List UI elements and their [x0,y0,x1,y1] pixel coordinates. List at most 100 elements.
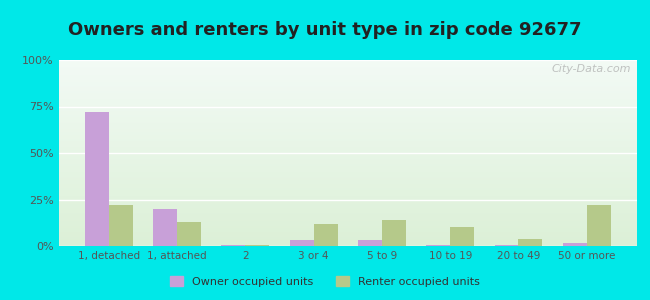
Bar [58,188,637,189]
Bar [58,98,637,99]
Bar [58,140,637,141]
Bar [58,196,637,197]
Bar [58,227,637,228]
Bar [58,220,637,221]
Bar [58,95,637,96]
Bar [58,194,637,195]
Bar [58,154,637,155]
Bar [58,124,637,125]
Bar [245,245,269,246]
Bar [58,212,637,214]
Bar [58,158,637,159]
Bar [58,126,637,127]
Bar [58,96,637,97]
Bar [58,157,637,158]
Bar [58,207,637,208]
Bar [58,90,637,91]
Bar [58,141,637,142]
Bar [58,238,637,239]
Bar [58,214,637,215]
Bar [58,222,637,223]
Bar [58,228,637,229]
Bar [58,112,637,113]
Bar [58,76,637,77]
Bar [58,169,637,170]
Bar [58,118,637,119]
Bar [58,148,637,149]
Bar [58,162,637,163]
Bar [58,111,637,112]
Bar [58,208,637,209]
Bar [58,116,637,117]
Bar [58,87,637,88]
Bar [58,74,637,75]
Bar [58,138,637,139]
Bar [58,175,637,176]
Bar [153,209,177,246]
Bar [58,142,637,143]
Bar [58,78,637,79]
Bar [58,168,637,169]
Bar [58,237,637,238]
Bar [58,183,637,184]
Bar [58,181,637,182]
Bar [58,204,637,205]
Bar [58,234,637,235]
Bar [58,72,637,73]
Bar [58,203,637,204]
Bar [58,156,637,157]
Bar [58,160,637,161]
Legend: Owner occupied units, Renter occupied units: Owner occupied units, Renter occupied un… [166,272,484,291]
Bar [58,146,637,147]
Bar [58,82,637,83]
Bar [58,147,637,148]
Bar [58,134,637,135]
Bar [58,81,637,82]
Bar [58,133,637,134]
Bar [58,230,637,231]
Bar [58,100,637,101]
Bar [58,245,637,246]
Bar [58,125,637,126]
Bar [58,144,637,145]
Bar [58,62,637,63]
Bar [58,107,637,108]
Bar [58,231,637,232]
Bar [587,205,611,246]
Bar [58,189,637,190]
Bar [58,218,637,219]
Bar [58,217,637,218]
Bar [58,137,637,138]
Bar [109,205,133,246]
Bar [58,159,637,160]
Bar [313,224,337,246]
Bar [58,199,637,200]
Bar [58,160,637,161]
Bar [58,202,637,203]
Bar [58,117,637,118]
Bar [58,170,637,171]
Bar [58,150,637,151]
Bar [58,114,637,115]
Bar [58,174,637,175]
Bar [58,80,637,81]
Bar [58,221,637,222]
Bar [58,77,637,78]
Bar [58,190,637,191]
Bar [58,240,637,241]
Bar [58,239,637,240]
Bar [58,219,637,220]
Bar [58,200,637,201]
Bar [58,155,637,156]
Bar [58,73,637,74]
Bar [58,238,637,239]
Bar [58,182,637,183]
Bar [58,92,637,94]
Bar [58,177,637,178]
Bar [58,119,637,120]
Bar [58,68,637,69]
Bar [58,103,637,104]
Bar [58,115,637,116]
Bar [58,166,637,167]
Bar [58,145,637,146]
